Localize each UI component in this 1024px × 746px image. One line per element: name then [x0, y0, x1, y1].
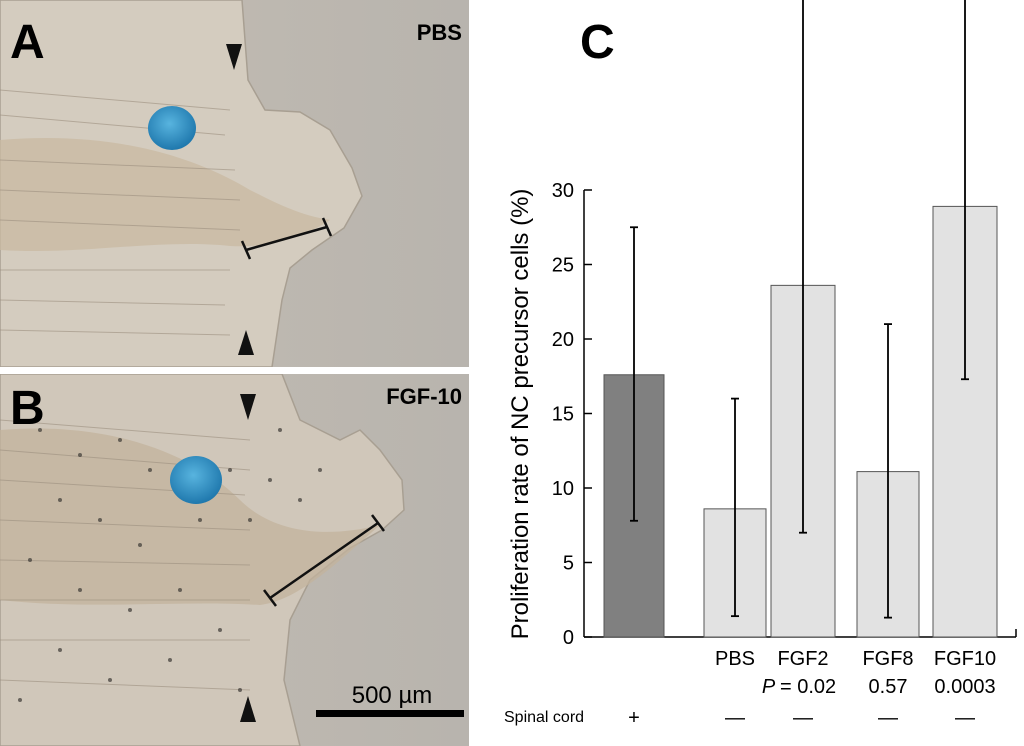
y-axis-label: Proliferation rate of NC precursor cells…: [507, 189, 534, 640]
panel-a-spinal-cord: [0, 138, 330, 252]
spinal-cord-mark: —: [725, 707, 745, 729]
spinal-cord-label: Spinal cord: [504, 709, 584, 726]
category-label: PBS: [715, 648, 755, 670]
panel-b-striations: [0, 419, 251, 691]
spinal-cord-mark: —: [878, 707, 898, 729]
y-tick-label: 5: [563, 553, 574, 575]
y-tick-label: 0: [563, 627, 574, 649]
scale-bar: [316, 710, 464, 717]
y-tick-label: 25: [552, 255, 574, 277]
category-label: FGF2: [777, 648, 828, 670]
panel-a-arrowhead-bottom: [238, 330, 254, 355]
panel-c-letter: C: [580, 16, 615, 69]
panel-a-measure-bar: [240, 217, 333, 260]
panel-b-letter: B: [10, 382, 45, 435]
spinal-cord-mark: —: [955, 707, 975, 729]
spinal-cord-mark: —: [793, 707, 813, 729]
panel-a-label: PBS: [417, 20, 462, 45]
spinal-cord-mark: +: [628, 707, 640, 729]
y-tick-label: 20: [552, 329, 574, 351]
panel-b-measure-bar: [263, 514, 385, 607]
category-label: FGF8: [862, 648, 913, 670]
scale-bar-label: 500 µm: [352, 682, 433, 709]
y-tick-label: 10: [552, 478, 574, 500]
panel-b-photo: [0, 374, 469, 746]
panel-b-cell-dots: [18, 428, 322, 702]
y-tick-label: 30: [552, 180, 574, 202]
panel-a-bead: [148, 106, 196, 150]
p-value: 0.0003: [934, 676, 995, 698]
panel-a-arrowhead-top: [226, 44, 242, 70]
category-label: FGF10: [934, 648, 996, 670]
panel-b-arrowhead-bottom: [240, 696, 256, 722]
panel-a-letter: A: [10, 16, 45, 69]
panel-b-bead: [170, 456, 222, 504]
y-tick-label: 15: [552, 404, 574, 426]
p-value: 0.57: [869, 676, 908, 698]
panel-a-photo: [0, 0, 469, 367]
panel-b-arrowhead-top: [240, 394, 256, 420]
p-value: P = 0.02: [762, 676, 836, 698]
panel-b-label: FGF-10: [386, 384, 462, 409]
panel-b-spinal-cord: [0, 428, 380, 605]
